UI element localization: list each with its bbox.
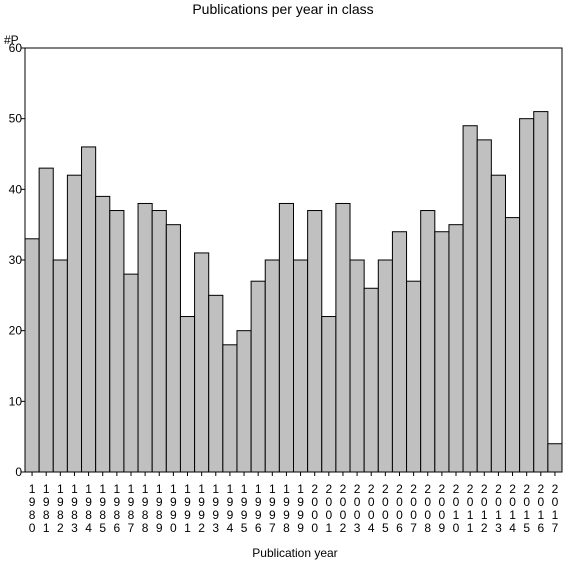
y-tick-label-0: 0 xyxy=(15,465,22,479)
bar-2017 xyxy=(547,443,563,473)
bar-1982 xyxy=(52,259,68,473)
bar-1999 xyxy=(293,259,309,473)
y-tick-label-40: 40 xyxy=(9,182,23,196)
bar-1993 xyxy=(208,294,224,473)
bar-1987 xyxy=(123,273,139,473)
bar-2011 xyxy=(462,125,478,473)
x-axis-label: Publication year xyxy=(252,546,337,560)
y-tick-label-20: 20 xyxy=(9,324,23,338)
bar-1990 xyxy=(165,224,181,473)
bar-1998 xyxy=(278,202,294,473)
bar-1984 xyxy=(81,146,97,473)
y-axis: 0 10 20 30 40 50 60 xyxy=(9,41,25,479)
bar-1986 xyxy=(109,210,125,473)
chart-title: Publications per year in class xyxy=(192,1,373,17)
bar-2003 xyxy=(349,259,365,473)
bar-1995 xyxy=(236,330,252,473)
bar-2005 xyxy=(377,259,393,473)
bar-2014 xyxy=(504,217,521,473)
bar-2016 xyxy=(533,111,549,473)
bar-1991 xyxy=(179,316,196,473)
bar-2002 xyxy=(335,202,351,473)
bar-1981 xyxy=(38,167,54,473)
y-tick-label-30: 30 xyxy=(9,253,23,267)
bar-2008 xyxy=(420,210,436,473)
bar-2000 xyxy=(307,210,323,473)
bar-1983 xyxy=(66,174,83,473)
bar-1989 xyxy=(151,210,167,473)
bars-group xyxy=(24,111,563,473)
x-axis: 1 9 8 0 1 9 8 1 1 9 8 2 1 9 8 3 1 9 8 4 1 9 8 5 1 9 8 6 1 9 8 7 1 9 8 8 1 9 8 9… xyxy=(29,472,559,535)
bar-2012 xyxy=(476,139,492,473)
bar-2010 xyxy=(448,224,464,473)
bar-1994 xyxy=(222,344,238,473)
bar-1985 xyxy=(95,195,111,473)
bar-2009 xyxy=(434,231,450,473)
y-tick-label-50: 50 xyxy=(9,112,23,126)
bar-2013 xyxy=(490,174,506,473)
bar-2001 xyxy=(321,316,337,473)
plot-frame xyxy=(24,47,563,473)
bar-1996 xyxy=(250,280,266,473)
bar-2006 xyxy=(391,231,408,473)
bar-2015 xyxy=(519,118,535,473)
y-tick-label-10: 10 xyxy=(9,394,23,408)
y-axis-label: #P xyxy=(4,33,19,47)
bar-2004 xyxy=(363,287,379,473)
bar-1992 xyxy=(194,252,210,473)
y-tick-label-60: 60 xyxy=(9,41,23,55)
bar-1997 xyxy=(264,259,280,473)
bar-1988 xyxy=(137,202,153,473)
bar-2007 xyxy=(406,280,422,473)
bar-1980 xyxy=(24,238,40,473)
